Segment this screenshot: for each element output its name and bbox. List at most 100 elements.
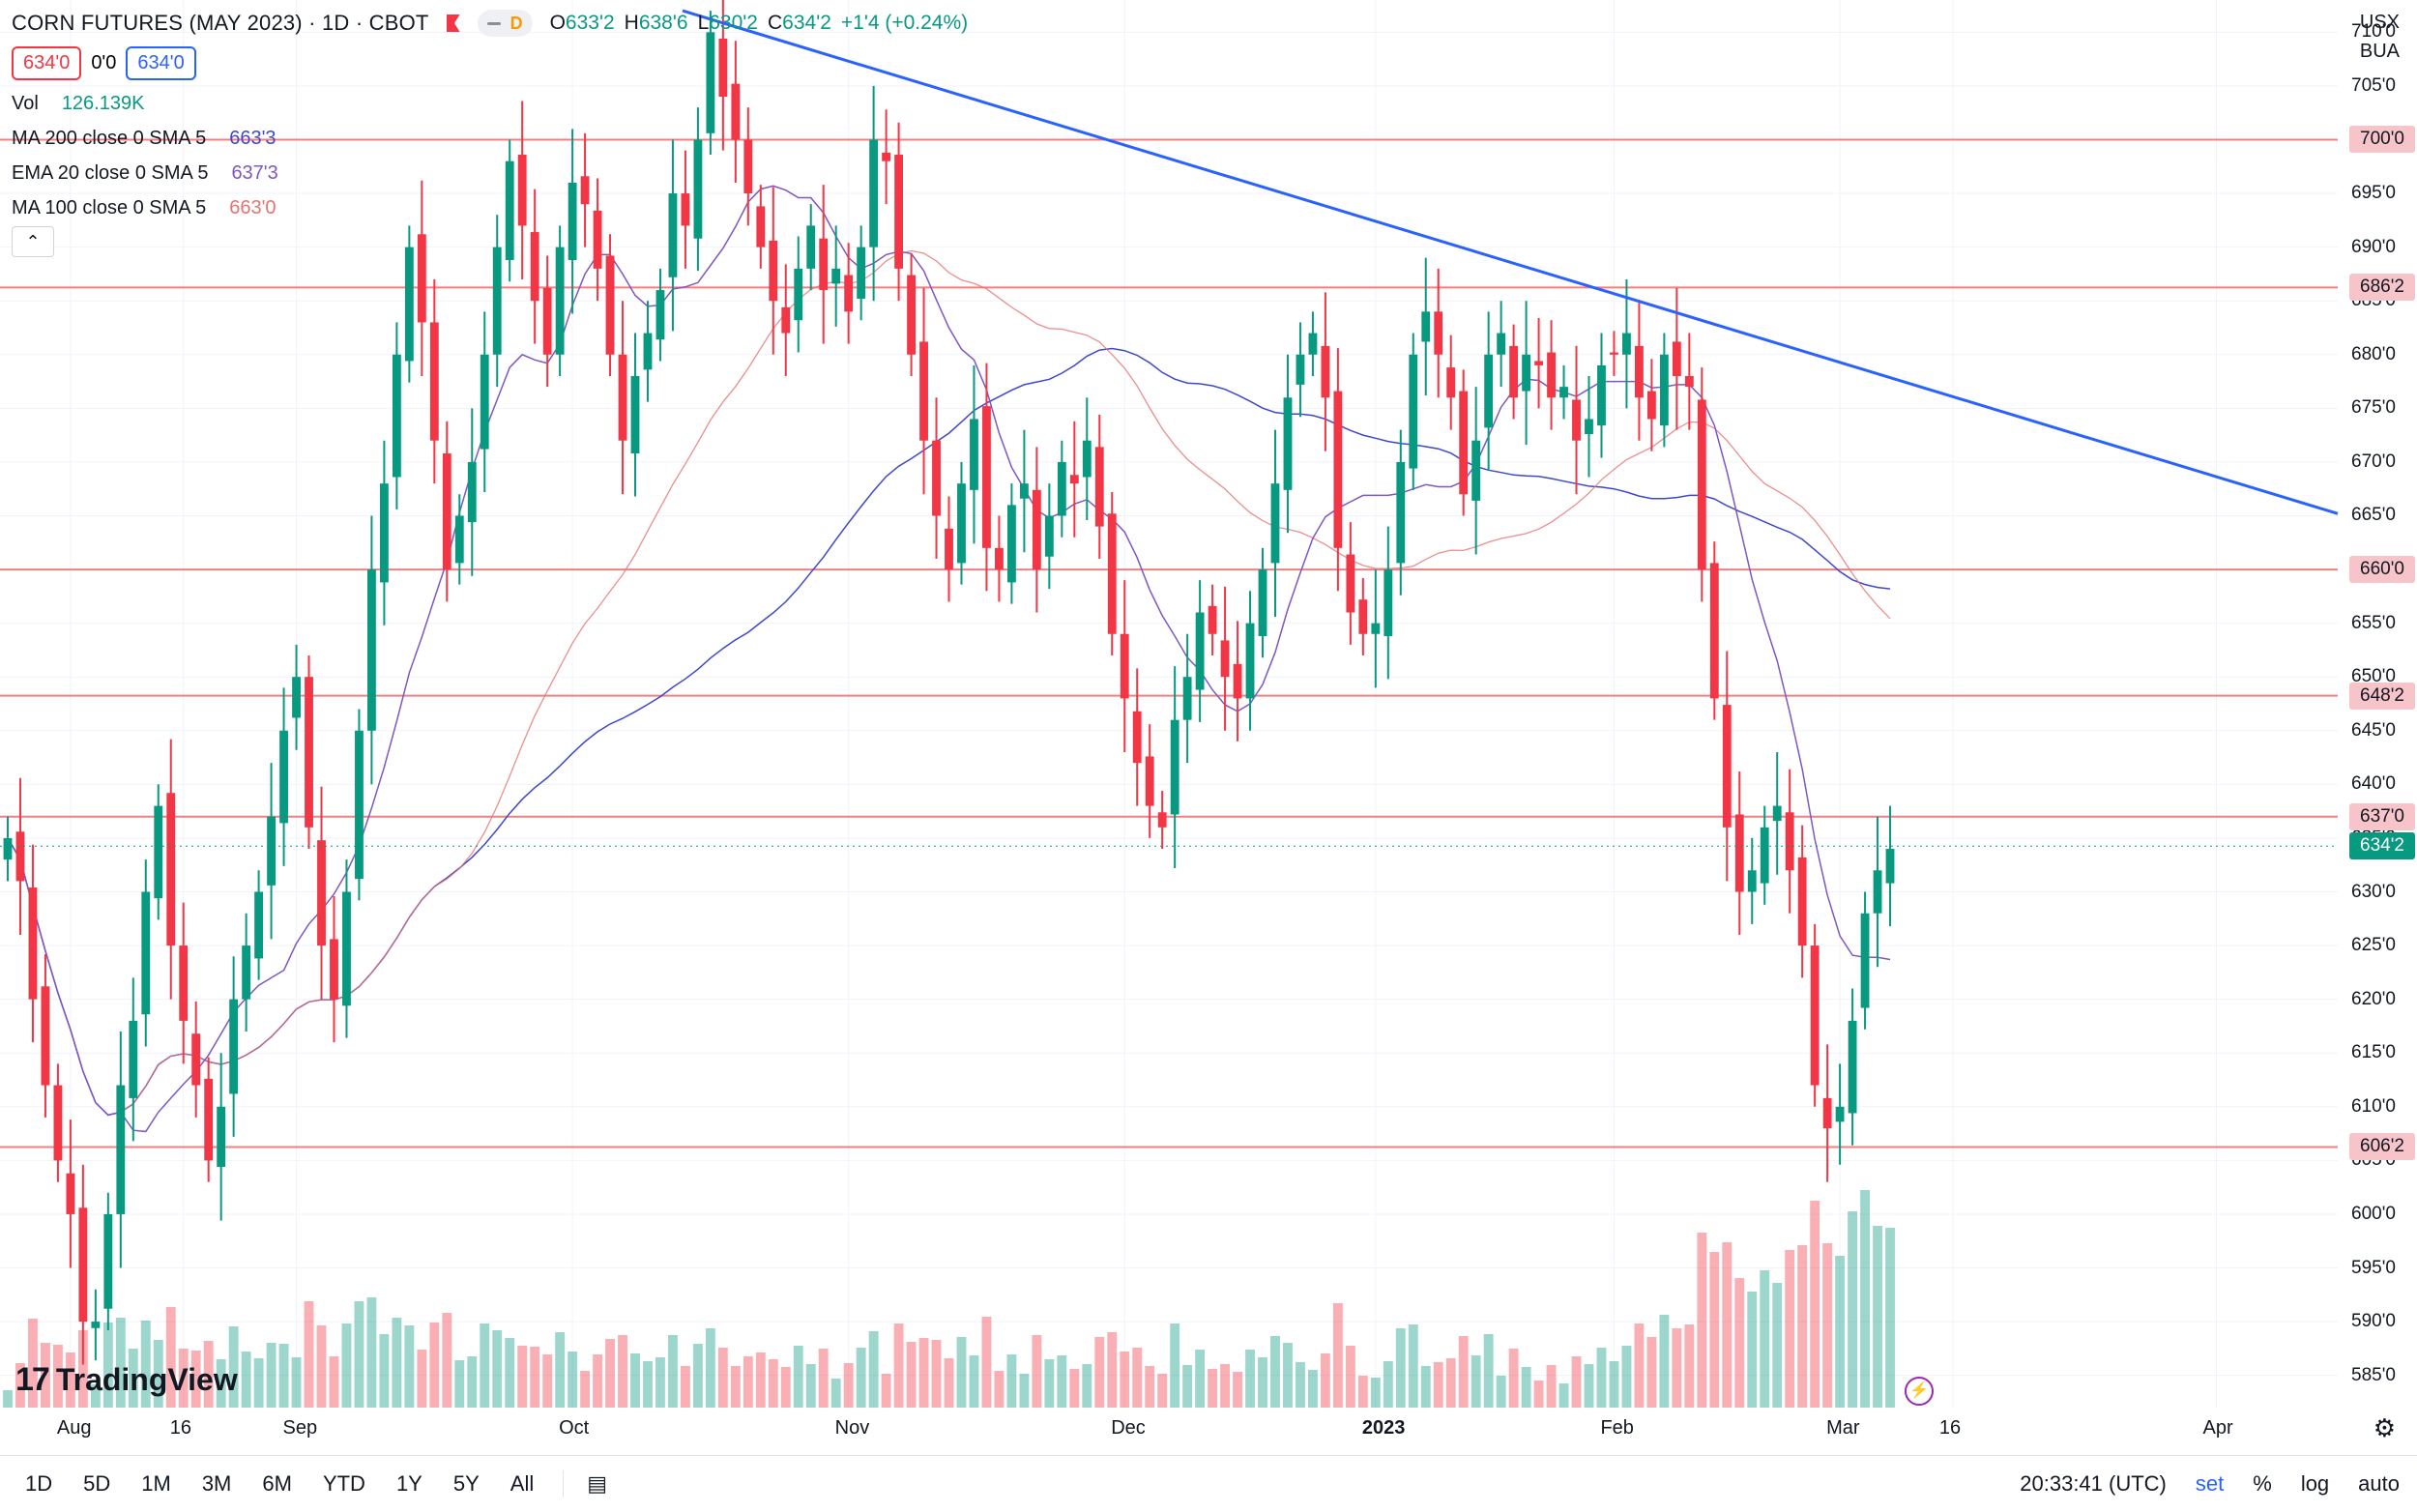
- volume-bar: [316, 1325, 327, 1408]
- candle-body: [1572, 399, 1581, 441]
- tf-1m[interactable]: 1M: [141, 1471, 171, 1496]
- tf-6m[interactable]: 6M: [262, 1471, 292, 1496]
- volume-bar: [417, 1350, 427, 1408]
- calendar-range-icon[interactable]: ▤: [587, 1471, 608, 1496]
- time-tick-label: 16: [1938, 1417, 1962, 1439]
- volume-bar: [1471, 1355, 1481, 1408]
- tf-all[interactable]: All: [510, 1471, 535, 1496]
- candle-body: [1709, 563, 1719, 699]
- candle-body: [769, 240, 778, 302]
- volume-bar: [743, 1356, 753, 1408]
- utc-clock[interactable]: 20:33:41 (UTC): [2020, 1471, 2167, 1496]
- volume-bar: [893, 1323, 904, 1408]
- hline-price-label[interactable]: 637'0: [2349, 802, 2415, 830]
- legend-ema20[interactable]: EMA 20 close 0 SMA 5 637'3: [12, 162, 278, 184]
- candle-body: [1333, 391, 1343, 548]
- price-tick-label: 630'0: [2351, 881, 2396, 902]
- hline-price-label[interactable]: 686'2: [2349, 274, 2415, 302]
- volume-bar: [1848, 1211, 1858, 1408]
- volume-bar: [768, 1359, 778, 1408]
- candle-body: [66, 1173, 75, 1214]
- volume-bar: [969, 1355, 979, 1408]
- volume-bar: [1170, 1323, 1180, 1408]
- hline-price-label[interactable]: 660'0: [2349, 556, 2415, 584]
- volume-bar: [1596, 1348, 1607, 1408]
- volume-bar: [605, 1339, 615, 1408]
- candle-body: [41, 986, 50, 1086]
- tf-1y[interactable]: 1Y: [395, 1471, 422, 1496]
- vol-value: 126.139K: [61, 93, 145, 114]
- legend-ma100[interactable]: MA 100 close 0 SMA 5 663'0: [12, 197, 277, 218]
- hline-price-label[interactable]: 700'0: [2349, 126, 2415, 154]
- tv-logo-icon: 17: [15, 1361, 50, 1398]
- tradingview-logo[interactable]: 17 TradingView: [15, 1361, 238, 1398]
- percent-toggle[interactable]: %: [2253, 1471, 2272, 1496]
- market-status-pill[interactable]: D: [477, 10, 533, 37]
- candle-body: [317, 840, 326, 946]
- high-value: 638'6: [638, 12, 688, 34]
- candle-body: [141, 891, 151, 1015]
- candle-body: [530, 232, 539, 302]
- volume-bar: [1521, 1367, 1531, 1408]
- hline-price-label[interactable]: 648'2: [2349, 682, 2415, 710]
- collapse-legend-button[interactable]: ⌃: [12, 226, 54, 257]
- price-chart[interactable]: [0, 0, 2417, 1455]
- volume-bar: [1483, 1334, 1494, 1408]
- gear-icon[interactable]: ⚙: [2373, 1413, 2396, 1442]
- price-tick-label: 645'0: [2351, 719, 2396, 741]
- candle-body: [1182, 677, 1192, 720]
- tf-3m[interactable]: 3M: [201, 1471, 232, 1496]
- volume-bar: [1646, 1337, 1657, 1408]
- volume-bar: [1835, 1256, 1846, 1408]
- flag-icon[interactable]: [446, 15, 460, 32]
- tf-5y[interactable]: 5Y: [452, 1471, 480, 1496]
- volume-bar: [329, 1356, 339, 1408]
- auto-toggle[interactable]: auto: [2358, 1471, 2400, 1496]
- volume-bar: [1508, 1349, 1519, 1408]
- log-toggle[interactable]: log: [2300, 1471, 2330, 1496]
- time-tick-label: Sep: [282, 1417, 318, 1439]
- candle-body: [1195, 612, 1205, 690]
- volume-bar: [1860, 1190, 1870, 1408]
- tf-5d[interactable]: 5D: [83, 1471, 111, 1496]
- tf-1d[interactable]: 1D: [25, 1471, 53, 1496]
- tf-ytd[interactable]: YTD: [322, 1471, 365, 1496]
- candle-body: [1233, 663, 1242, 699]
- volume-bar: [668, 1335, 678, 1408]
- buy-price-button[interactable]: 634'0: [126, 46, 196, 80]
- sell-price-button[interactable]: 634'0: [12, 46, 82, 80]
- candle-body: [442, 453, 451, 570]
- candle-body: [1534, 361, 1543, 365]
- bolt-icon[interactable]: ⚡: [1905, 1377, 1934, 1406]
- volume-bar: [717, 1348, 728, 1408]
- candle-body: [15, 831, 25, 882]
- volume-bar: [793, 1346, 803, 1408]
- last-price-label: 634'2: [2349, 832, 2415, 860]
- price-tick-label: 600'0: [2351, 1203, 2396, 1224]
- volume-bar: [1684, 1324, 1695, 1408]
- legend-vol[interactable]: Vol 126.139K: [12, 93, 145, 114]
- bid-ask-row: 634'0 0'0 634'0: [12, 46, 196, 80]
- candle-body: [1296, 354, 1305, 385]
- candle-body: [593, 210, 602, 269]
- volume-bar: [480, 1323, 490, 1408]
- price-tick-label: 680'0: [2351, 343, 2396, 364]
- volume-bar: [542, 1354, 553, 1408]
- volume-bar: [366, 1297, 377, 1408]
- price-tick-label: 675'0: [2351, 397, 2396, 419]
- legend-ma200[interactable]: MA 200 close 0 SMA 5 663'3: [12, 128, 277, 149]
- candle-body: [454, 515, 464, 564]
- volume-bar: [178, 1349, 189, 1408]
- dash-icon: [486, 21, 501, 25]
- hline-price-label[interactable]: 606'2: [2349, 1133, 2415, 1161]
- candle-body: [693, 139, 703, 239]
- time-tick-label: Apr: [2202, 1417, 2233, 1439]
- set-toggle[interactable]: set: [2195, 1471, 2225, 1496]
- volume-bar: [1772, 1283, 1783, 1408]
- price-tick-label: 665'0: [2351, 505, 2396, 526]
- currency-selector[interactable]: USX BUA: [2360, 8, 2400, 66]
- candle-body: [1772, 805, 1782, 822]
- volume-bar: [593, 1354, 602, 1408]
- symbol-title[interactable]: CORN FUTURES (MAY 2023) · 1D · CBOT: [12, 11, 429, 35]
- volume-bar: [1044, 1359, 1055, 1408]
